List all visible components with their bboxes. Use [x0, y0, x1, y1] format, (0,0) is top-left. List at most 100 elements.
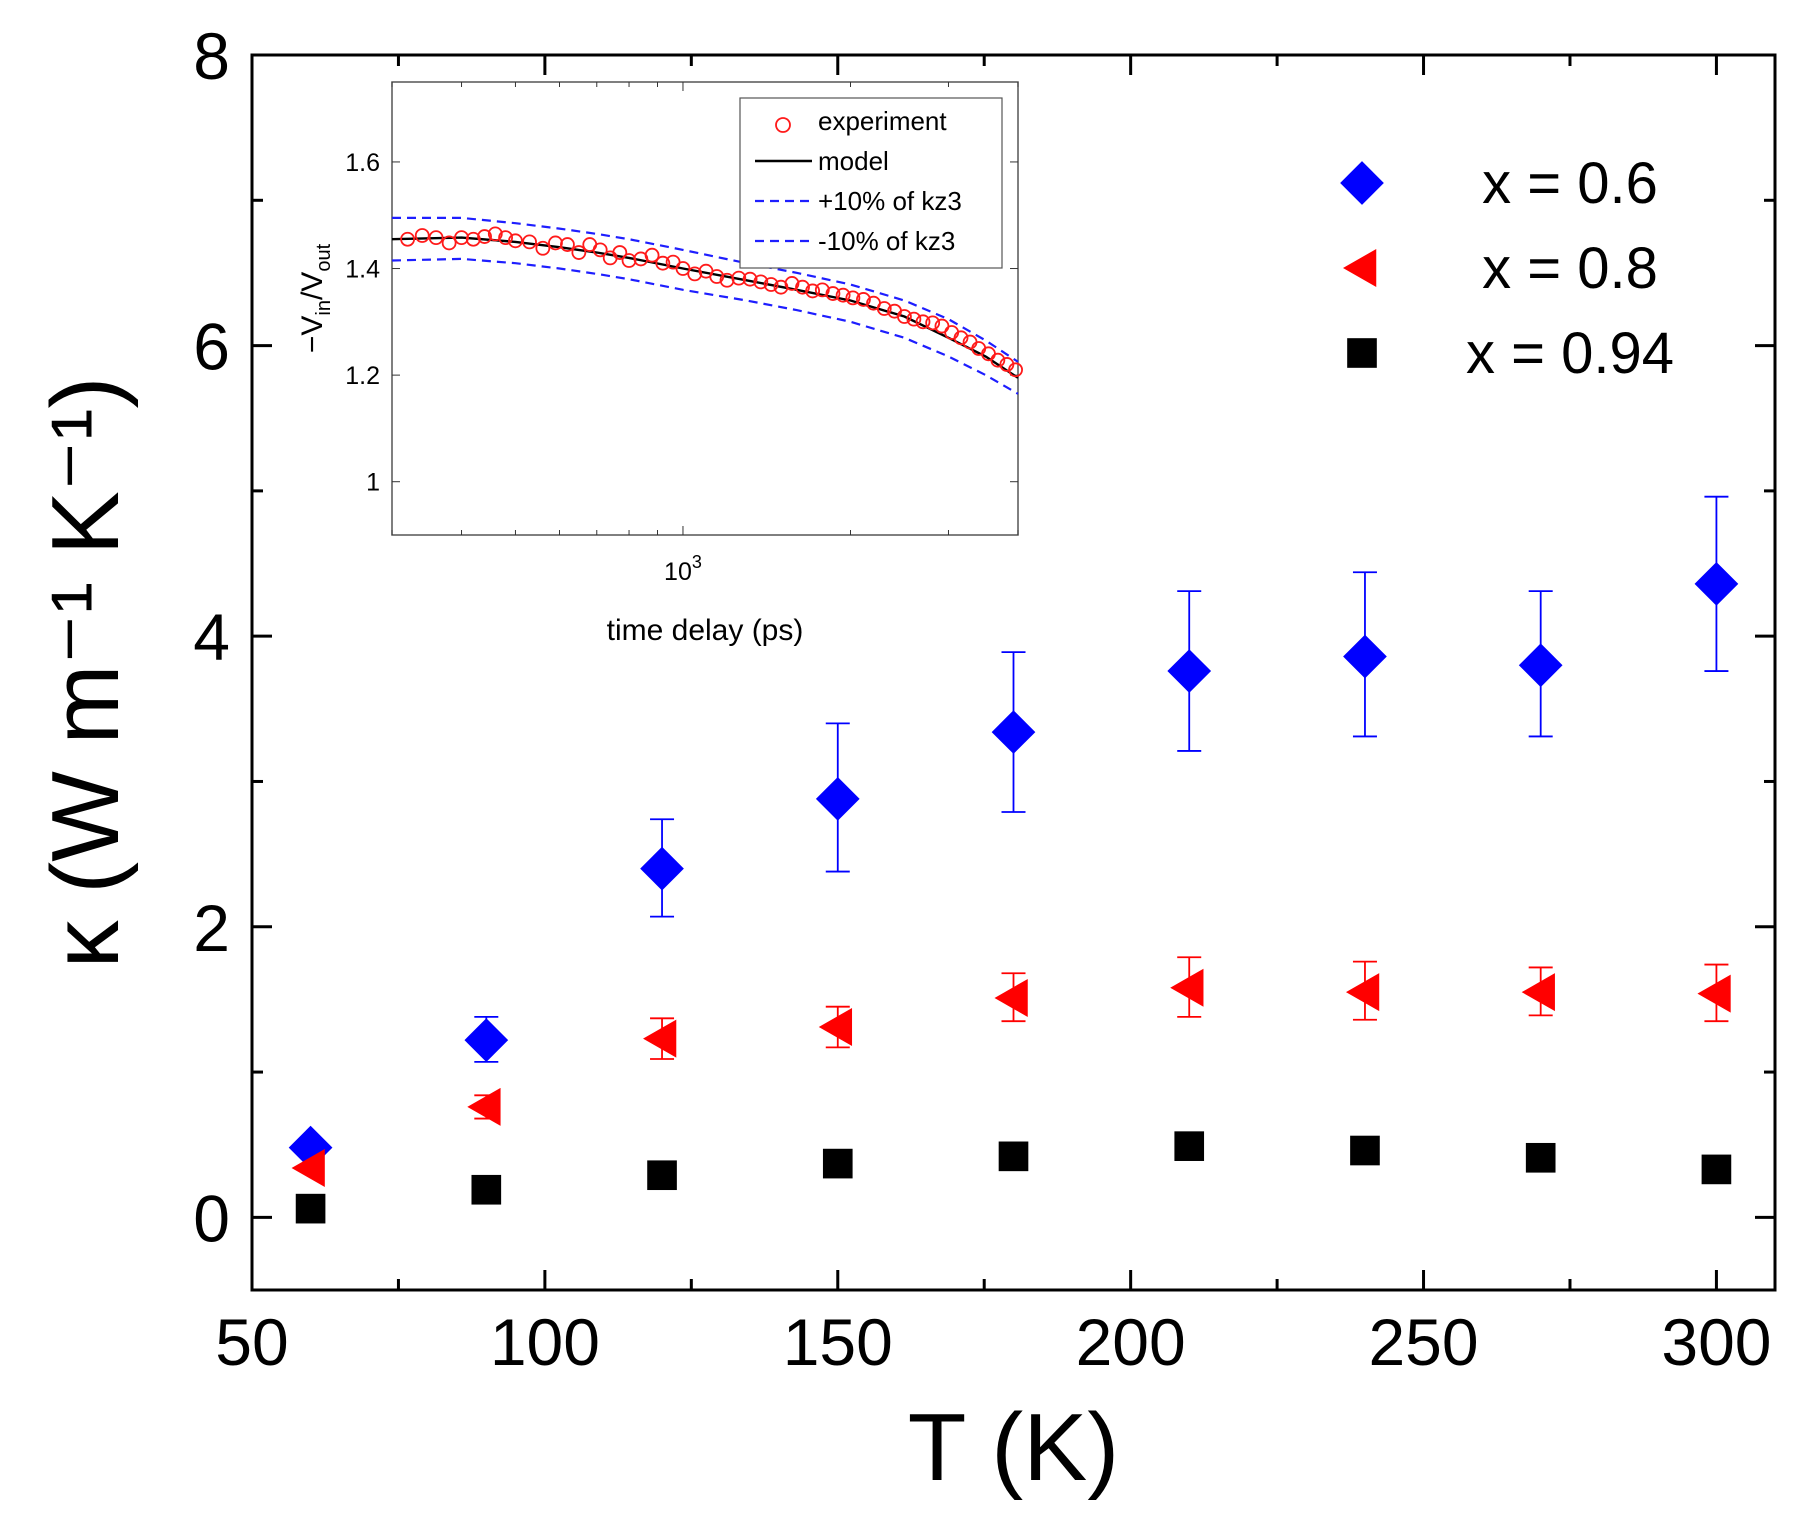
inset-y-label-part: out: [313, 243, 335, 271]
inset-x-axis-label: time delay (ps): [607, 614, 804, 647]
legend-marker: [1347, 338, 1377, 368]
experiment-point: [535, 240, 551, 256]
x-tick-label: 50: [215, 1305, 288, 1379]
data-point: [1350, 1135, 1380, 1166]
data-point: [1701, 1154, 1732, 1185]
inset-legend-label: -10% of kz3: [818, 226, 955, 256]
experiment-point: [644, 247, 660, 263]
x-tick-label: 100: [490, 1305, 600, 1379]
plus10-line: [392, 216, 1019, 363]
data-point: [647, 1160, 677, 1191]
inset-y-tick-label: 1: [366, 469, 380, 497]
inset-y-axis-label: −Vin/Vout: [296, 243, 335, 353]
data-point: [1170, 968, 1204, 1007]
data-point: [467, 1087, 501, 1126]
data-point: [1694, 562, 1739, 606]
experiment-point: [428, 230, 444, 246]
inset-legend-label: experiment: [818, 106, 947, 136]
experiment-point: [571, 245, 587, 260]
main-tick-labels: 50 100 150 200 250 300 0 2 4 6 8: [193, 19, 1771, 1379]
experiment-point: [897, 309, 912, 324]
data-point: [1343, 634, 1387, 679]
inset-tick-marks: [391, 82, 1019, 535]
experiment-point: [687, 266, 703, 282]
legend-marker: [1343, 249, 1377, 287]
minus10-line: [391, 257, 1019, 395]
experiment-point: [753, 274, 769, 290]
inset-tick-labels: 103 1 1.2 1.4 1.6: [345, 149, 702, 586]
inset-x-tick-exponent: 3: [692, 552, 702, 572]
y-tick-label: 6: [193, 310, 230, 384]
experiment-point: [454, 230, 469, 246]
experiment-point: [400, 231, 415, 247]
data-point: [1167, 649, 1212, 693]
experiment-point: [414, 228, 430, 243]
experiment-point: [825, 286, 841, 301]
y-tick-label: 8: [193, 19, 230, 93]
experiment-point: [655, 255, 671, 271]
experiment-point: [814, 282, 830, 298]
data-point: [1525, 1142, 1556, 1173]
data-point: [471, 1174, 502, 1205]
data-point: [815, 777, 860, 821]
experiment-point: [465, 231, 481, 247]
inset-legend-box: [739, 97, 1003, 269]
experiment-point: [742, 271, 758, 287]
experiment-point: [795, 279, 810, 295]
experiment-point: [621, 253, 637, 268]
main-plot: 50 100 150 200 250 300 0 2 4 6 8 T (K) κ (W m⁻¹ K⁻…: [32, 19, 1777, 1501]
experiment-point: [953, 330, 969, 346]
data-point: [640, 846, 684, 891]
data-point: [998, 1141, 1029, 1172]
experiment-point: [487, 226, 503, 242]
experiment-point: [498, 230, 513, 246]
main-error-bars: [474, 495, 1729, 1120]
data-point: [822, 1148, 853, 1179]
experiment-point: [731, 270, 747, 286]
experiment-point: [612, 245, 628, 260]
experiment-point: [441, 235, 457, 251]
data-point: [818, 1008, 853, 1047]
experiment-point: [784, 276, 800, 291]
inset-y-label-part: −V: [296, 316, 329, 354]
data-point: [1518, 643, 1563, 688]
inset-x-tick-base: 10: [664, 558, 692, 586]
experiment-point: [508, 233, 523, 249]
data-point: [1174, 1131, 1205, 1161]
experiment-point: [763, 277, 779, 292]
main-data-points: [288, 562, 1739, 1224]
data-point: [1697, 974, 1731, 1013]
main-plot-frame: [250, 53, 1777, 1292]
experiment-point: [856, 292, 871, 307]
data-point: [291, 1148, 325, 1187]
experiment-point: [805, 283, 821, 299]
data-point: [643, 1019, 677, 1058]
inset-legend-label: model: [818, 146, 889, 176]
experiment-point: [709, 269, 725, 284]
inset-y-label-text: −Vin/Vout: [296, 243, 335, 353]
inset-legend-label: +10% of kz3: [818, 186, 962, 216]
data-point: [991, 710, 1036, 754]
inset-y-label-part: /V: [296, 272, 329, 300]
inset-y-tick-label: 1.4: [345, 256, 380, 284]
inset-y-tick-label: 1.6: [345, 149, 380, 177]
experiment-point: [522, 234, 537, 250]
experiment-point: [477, 229, 492, 244]
x-tick-label: 300: [1661, 1305, 1771, 1379]
data-point: [464, 1018, 509, 1062]
inset-experiment-points: [400, 226, 1023, 378]
experiment-point: [560, 237, 575, 252]
data-point: [295, 1193, 326, 1224]
inset-y-label-part: in: [313, 300, 335, 316]
experiment-point: [925, 315, 941, 331]
experiment-point: [835, 287, 851, 303]
legend-marker: [1340, 161, 1384, 205]
main-tick-marks: [250, 53, 1775, 1290]
inset-legend: experiment model +10% of kz3 -10% of kz3: [739, 97, 1003, 269]
y-tick-label: 0: [193, 1181, 230, 1255]
main-legend: x = 0.6 x = 0.8 x = 0.94: [1340, 151, 1674, 386]
y-tick-label: 2: [193, 891, 230, 965]
legend-label: x = 0.6: [1482, 151, 1658, 216]
